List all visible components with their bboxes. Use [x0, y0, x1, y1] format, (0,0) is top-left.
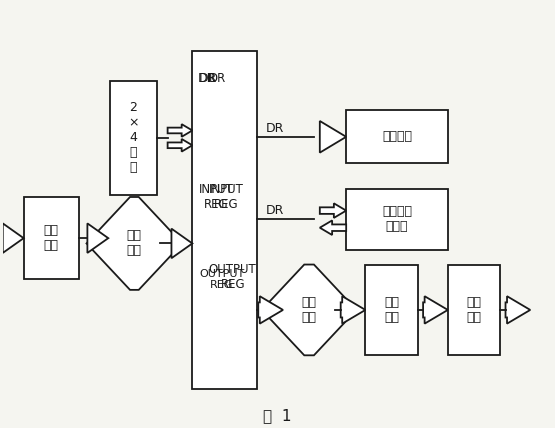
- Polygon shape: [320, 121, 346, 153]
- Text: 用户程序
存储器: 用户程序 存储器: [382, 205, 412, 233]
- Bar: [346, 110, 448, 163]
- Bar: [24, 197, 79, 279]
- Text: 输入
接口: 输入 接口: [127, 229, 142, 257]
- Polygon shape: [87, 223, 108, 253]
- Text: INPUT
REG: INPUT REG: [199, 183, 234, 211]
- Text: 图  1: 图 1: [263, 408, 292, 423]
- Bar: [365, 265, 417, 355]
- Polygon shape: [168, 124, 193, 137]
- Polygon shape: [320, 203, 346, 218]
- Text: 液晶显示: 液晶显示: [382, 130, 412, 143]
- Text: DR: DR: [209, 72, 226, 85]
- Polygon shape: [87, 197, 182, 290]
- Text: DR: DR: [199, 72, 218, 85]
- Text: OUTPUT
REG: OUTPUT REG: [199, 268, 244, 290]
- Text: 输出
接口: 输出 接口: [301, 296, 316, 324]
- Text: DR: DR: [198, 72, 216, 85]
- Polygon shape: [3, 223, 24, 253]
- Text: 输出
电路: 输出 电路: [384, 296, 399, 324]
- Polygon shape: [258, 296, 283, 324]
- Text: OUTPUT
REG: OUTPUT REG: [209, 263, 256, 291]
- Polygon shape: [171, 229, 193, 258]
- Text: 2
×
4
键
盘: 2 × 4 键 盘: [128, 101, 139, 174]
- Polygon shape: [341, 296, 365, 324]
- Text: INPUT
REG: INPUT REG: [209, 183, 244, 211]
- Bar: [346, 189, 448, 250]
- Bar: [193, 51, 257, 389]
- Text: 执行
机构: 执行 机构: [466, 296, 481, 324]
- Polygon shape: [168, 139, 193, 152]
- Bar: [110, 81, 157, 195]
- Polygon shape: [320, 220, 346, 235]
- Text: DR: DR: [265, 204, 284, 217]
- Polygon shape: [423, 296, 448, 324]
- Polygon shape: [506, 296, 530, 324]
- Text: 输入
电路: 输入 电路: [44, 224, 59, 252]
- Polygon shape: [262, 265, 356, 355]
- Bar: [448, 265, 500, 355]
- Text: DR: DR: [265, 122, 284, 135]
